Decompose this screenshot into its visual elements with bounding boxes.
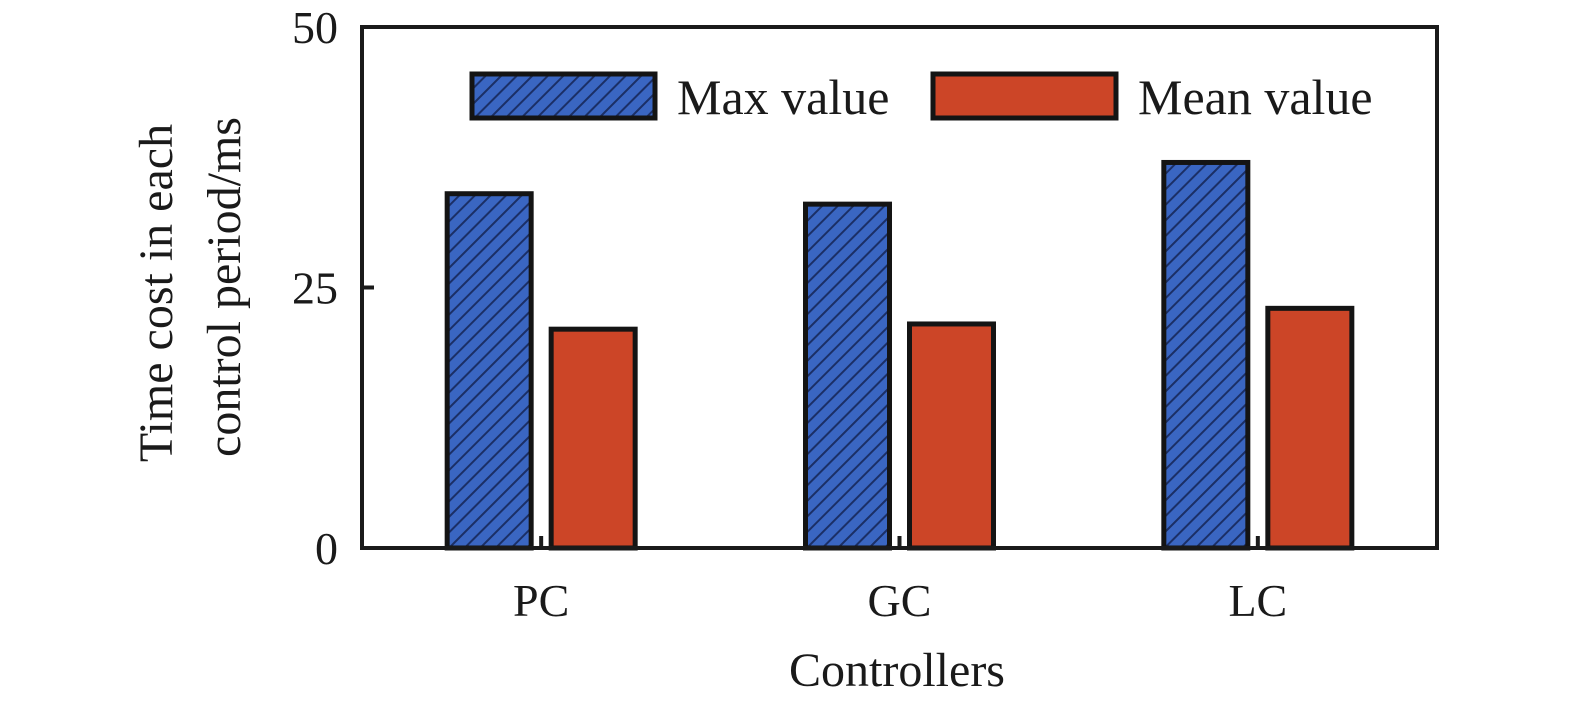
y-tick-label: 25 bbox=[292, 263, 338, 314]
x-tick-label: GC bbox=[868, 575, 932, 626]
y-tick-label: 50 bbox=[292, 2, 338, 53]
bars bbox=[360, 25, 1439, 551]
bar-pc-max-value bbox=[444, 191, 534, 551]
x-tick-label: PC bbox=[513, 575, 569, 626]
legend-label-mean-value: Mean value bbox=[1138, 69, 1373, 125]
y-tick-label: 0 bbox=[315, 523, 338, 574]
y-axis-title: Time cost in each control period/ms bbox=[130, 112, 251, 462]
legend-swatch-mean-value bbox=[930, 71, 1119, 121]
bar-lc-mean-value bbox=[1265, 305, 1355, 551]
legend-swatch-max-value bbox=[469, 71, 658, 121]
legend-label-max-value: Max value bbox=[677, 69, 889, 125]
x-axis: PC GC LC bbox=[513, 536, 1287, 626]
x-tick-label: LC bbox=[1228, 575, 1287, 626]
y-axis-title-line-1: Time cost in each bbox=[130, 124, 183, 462]
y-axis-title-line-2: control period/ms bbox=[198, 117, 251, 457]
bar-gc-mean-value bbox=[907, 321, 996, 551]
bar-pc-mean-value bbox=[548, 326, 638, 551]
y-axis: 0 25 50 bbox=[292, 2, 374, 574]
x-axis-title: Controllers bbox=[789, 644, 1005, 697]
legend: Max value Mean value bbox=[469, 69, 1373, 125]
bar-gc-max-value bbox=[803, 201, 892, 551]
bar-lc-max-value bbox=[1161, 159, 1251, 551]
